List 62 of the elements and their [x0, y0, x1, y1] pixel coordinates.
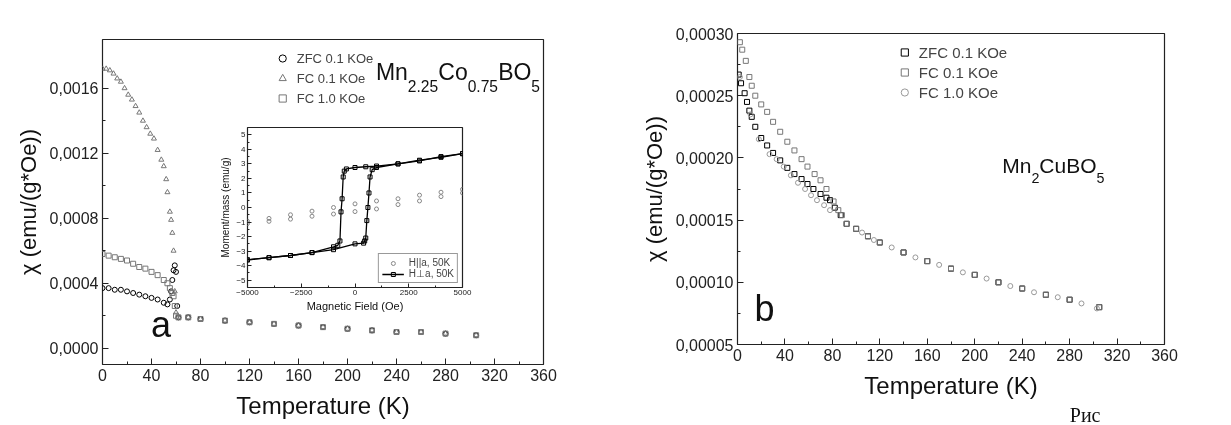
x-tick-label: 0: [352, 287, 358, 297]
x-tick-label: 360: [1151, 346, 1178, 364]
y-tick-label: 2: [241, 173, 247, 183]
annotation: a: [151, 304, 173, 345]
y-tick-label: −2: [236, 232, 247, 242]
x-tick-label: 80: [823, 346, 842, 364]
x-tick-label: 320: [481, 366, 508, 384]
y-tick-label: 0,00025: [675, 87, 734, 105]
legend-label: FC 0.1 KOe: [296, 69, 366, 87]
x-tick-label: 40: [142, 366, 161, 384]
y-tick-label: 3: [241, 159, 247, 169]
y-tick-label: −3: [236, 246, 247, 256]
y-tick-label: 0,00030: [675, 25, 734, 43]
x-tick-label: 240: [1008, 346, 1036, 364]
y-tick-label: 0,0008: [49, 210, 99, 228]
y-tick-label: 0: [241, 203, 247, 212]
y-tick-label: 0,00005: [675, 336, 734, 354]
legend-label: FC 0.1 KOe: [918, 63, 999, 81]
x-tick-label: 2500: [399, 287, 419, 297]
y-tick-label: −1: [236, 217, 247, 227]
y-tick-label: 1: [241, 188, 247, 198]
x-tick-label: 5000: [453, 287, 472, 297]
legend-label: ZFC 0.1 KOe: [918, 43, 1008, 61]
y-tick-label: 0,00015: [675, 212, 734, 230]
x-tick-label: 120: [866, 346, 894, 364]
legend-label: FC 1.0 KOe: [918, 83, 999, 101]
y-tick-label: 4: [241, 144, 247, 154]
y-tick-label: 0,00020: [675, 149, 734, 167]
x-tick-label: 160: [285, 366, 312, 384]
legend-label: H||a, 50K: [408, 257, 451, 268]
legend-label: ZFC 0.1 KOe: [296, 49, 374, 67]
y-tick-label: −5: [236, 275, 247, 285]
x-tick-label: −5000: [236, 287, 260, 297]
x-tick-label: 280: [1056, 346, 1084, 364]
x-tick-label: 80: [191, 366, 210, 384]
x-axis-title: Temperature (K): [236, 391, 410, 419]
x-tick-label: −2500: [290, 287, 314, 297]
y-axis-title: χ (emu/(g*Oe)): [15, 128, 41, 276]
x-tick-label: 160: [913, 346, 941, 364]
y-tick-label: 5: [241, 130, 247, 140]
x-axis-title: Magnetic Field (Oe): [306, 299, 404, 312]
annotation: b: [754, 287, 775, 329]
x-tick-label: 360: [530, 366, 557, 384]
x-tick-label: 320: [1103, 346, 1131, 364]
x-tick-label: 120: [236, 366, 263, 384]
legend-label: H⊥a, 50K: [408, 268, 454, 279]
x-tick-label: 200: [961, 346, 989, 364]
y-tick-label: 0,0012: [49, 145, 99, 163]
x-tick-label: 280: [432, 366, 459, 384]
y-tick-label: 0,00010: [675, 274, 734, 292]
x-tick-label: 40: [776, 346, 794, 364]
y-tick-label: 0,0016: [49, 80, 99, 98]
y-axis-title: χ (emu/(g*Oe)): [641, 115, 667, 263]
x-tick-label: 240: [383, 366, 410, 384]
y-tick-label: 0,0000: [49, 340, 99, 358]
x-tick-label: 200: [334, 366, 361, 384]
text: Рис: [1069, 403, 1101, 425]
x-axis-title: Temperature (K): [864, 371, 1038, 399]
y-tick-label: 0,0004: [49, 275, 99, 293]
y-axis-title: Moment/mass (emu/g): [220, 157, 232, 258]
y-tick-label: −4: [236, 261, 247, 271]
legend-label: FC 1.0 KOe: [296, 89, 366, 107]
